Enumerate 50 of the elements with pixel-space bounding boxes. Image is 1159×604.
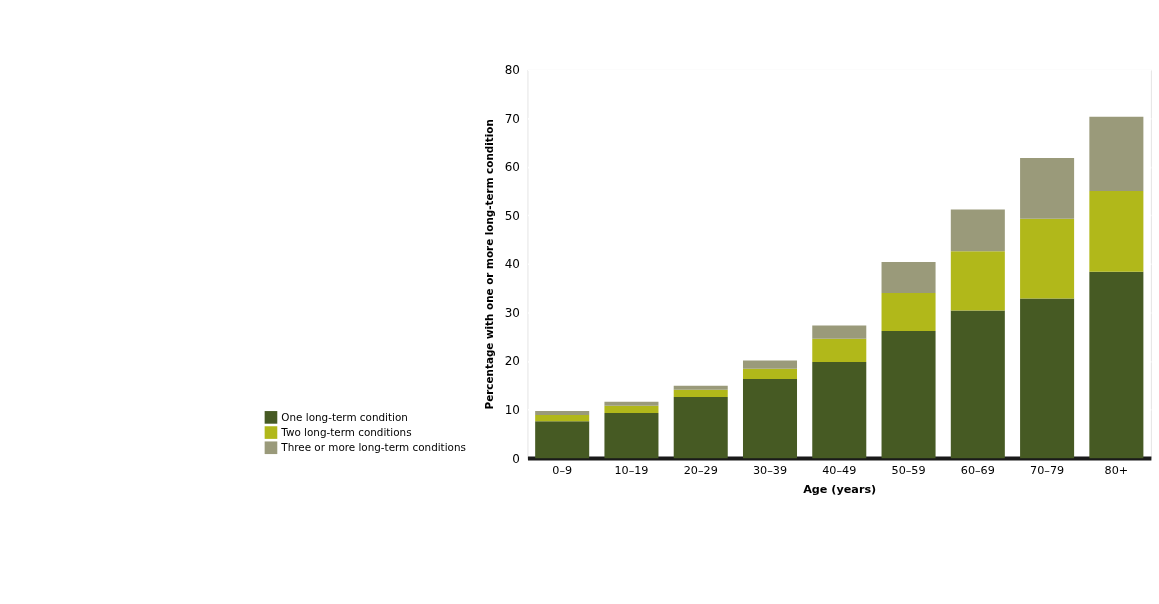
bar xyxy=(1020,158,1075,219)
bar xyxy=(535,414,590,422)
y-tick-label: 40 xyxy=(504,257,520,272)
bar xyxy=(812,325,867,339)
bar xyxy=(950,251,1005,311)
x-tick-label: 30–39 xyxy=(752,463,788,477)
y-tick-label: 80 xyxy=(504,63,520,78)
y-tick-label: 50 xyxy=(504,208,520,223)
x-tick-label: 0–9 xyxy=(552,463,573,477)
y-tick-label: 70 xyxy=(504,111,520,126)
bar xyxy=(535,421,590,459)
y-axis-title: Percentage with one or more long-term condition xyxy=(482,119,495,410)
bar xyxy=(673,385,728,390)
x-tick-label: 70–79 xyxy=(1030,463,1065,477)
bar xyxy=(604,412,659,459)
bar xyxy=(1089,116,1144,192)
x-tick-label: 10–19 xyxy=(614,463,649,477)
bar xyxy=(673,396,728,459)
bar xyxy=(742,368,798,379)
bar xyxy=(812,338,867,362)
y-tick-label: 0 xyxy=(512,451,520,466)
bar xyxy=(673,389,728,397)
y-tick-label: 10 xyxy=(504,402,520,417)
y-tick-label: 30 xyxy=(504,305,520,320)
legend-label: Two long-term conditions xyxy=(280,425,412,438)
legend-label: Three or more long-term conditions xyxy=(280,440,466,453)
bar xyxy=(950,310,1005,459)
bar xyxy=(535,411,590,415)
bar xyxy=(604,401,659,406)
bar xyxy=(1089,191,1144,272)
bar xyxy=(1089,271,1144,459)
y-tick-label: 20 xyxy=(504,354,520,369)
y-tick-label: 60 xyxy=(504,160,520,175)
x-tick-label: 20–29 xyxy=(683,463,718,477)
bar xyxy=(881,293,936,331)
x-tick-label: 80+ xyxy=(1104,463,1129,477)
bar xyxy=(881,330,936,459)
x-tick-label: 60–69 xyxy=(960,463,995,477)
x-axis-title: Age (years) xyxy=(803,482,877,496)
x-tick-label: 40–49 xyxy=(822,463,857,477)
bar xyxy=(950,209,1005,252)
bar xyxy=(812,362,867,459)
bar xyxy=(1020,218,1075,299)
x-tick-label: 50–59 xyxy=(891,463,926,477)
bar xyxy=(742,360,798,369)
bar xyxy=(604,405,659,413)
bar xyxy=(881,261,936,294)
legend-label: One long-term condition xyxy=(281,410,408,423)
bar xyxy=(742,379,798,459)
bar xyxy=(1020,298,1075,459)
